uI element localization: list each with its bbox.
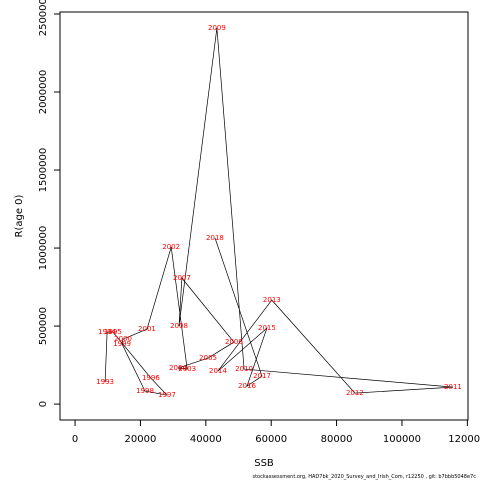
x-tick-label: 0 xyxy=(72,434,78,445)
x-tick-label: 20000 xyxy=(125,434,157,445)
year-point: 2004 xyxy=(169,364,187,372)
year-point: 2003 xyxy=(178,365,196,373)
year-point: 1999 xyxy=(113,340,131,348)
y-tick-label: 500000 xyxy=(38,307,49,345)
year-point: 1996 xyxy=(142,374,160,382)
y-tick-label: 2000000 xyxy=(38,70,49,115)
year-point: 2005 xyxy=(199,354,217,362)
year-point: 2006 xyxy=(225,338,243,346)
x-axis-label: SSB xyxy=(254,458,274,469)
year-point: 2015 xyxy=(258,324,276,332)
year-point: 2001 xyxy=(138,325,156,333)
y-tick-label: 2500000 xyxy=(38,0,49,36)
year-point: 2008 xyxy=(170,322,188,330)
plot-box xyxy=(59,11,469,421)
year-point: 2011 xyxy=(444,383,462,391)
year-point: 1993 xyxy=(96,378,114,386)
year-point: 2012 xyxy=(346,389,364,397)
year-point: 1998 xyxy=(136,387,154,395)
footer: stockassessment.org, HAD7bk_2020_Survey_… xyxy=(252,474,476,480)
y-tick-label: 1500000 xyxy=(38,148,49,193)
x-tick-label: 40000 xyxy=(190,434,222,445)
year-point: 2014 xyxy=(209,367,227,375)
year-point: 1997 xyxy=(158,391,176,399)
year-point: 2002 xyxy=(162,243,180,251)
year-point: 2000 xyxy=(114,335,132,343)
year-point: 2018 xyxy=(206,234,224,242)
y-tick-label: 1000000 xyxy=(38,226,49,271)
year-point: 2016 xyxy=(238,382,256,390)
trajectory-line xyxy=(104,27,454,396)
y-tick-label: 0 xyxy=(38,401,49,407)
year-point: 2017 xyxy=(253,372,271,380)
y-axis-label: R(age 0) xyxy=(14,194,25,237)
year-point: 2013 xyxy=(263,296,281,304)
x-tick-label: 100000 xyxy=(383,434,421,445)
year-point: 1994 xyxy=(98,328,116,336)
year-point: 2009 xyxy=(208,24,226,32)
year-point: 2010 xyxy=(235,365,253,373)
year-point: 2007 xyxy=(173,274,191,282)
year-point: 1995 xyxy=(104,328,122,336)
x-tick-label: 80000 xyxy=(321,434,353,445)
x-tick-label: 60000 xyxy=(255,434,287,445)
